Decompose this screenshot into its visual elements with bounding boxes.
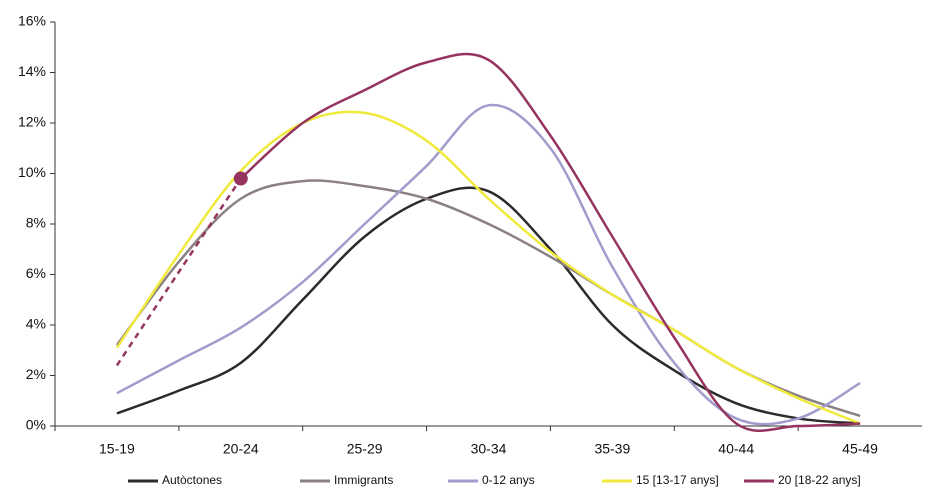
y-tick-label: 4% <box>26 316 46 332</box>
line <box>115 110 861 425</box>
y-tick-label: 10% <box>18 164 46 180</box>
x-tick-label: 15-19 <box>99 441 135 457</box>
y-tick-label: 2% <box>26 366 46 382</box>
dashed-line <box>115 177 242 367</box>
x-tick-label: 20-24 <box>223 441 259 457</box>
line <box>116 103 861 426</box>
marker <box>233 171 248 186</box>
y-tick-label: 16% <box>18 13 46 29</box>
y-tick-label: 12% <box>18 114 46 130</box>
line <box>239 52 861 432</box>
legend-label: 0-12 anys <box>482 473 535 487</box>
x-tick-label: 40-44 <box>718 441 754 457</box>
y-tick-label: 0% <box>26 417 46 433</box>
legend-label: 15 [13-17 anys] <box>636 473 719 487</box>
y-tick-label: 14% <box>18 63 46 79</box>
line <box>116 186 861 425</box>
line <box>115 179 861 418</box>
legend-label: Autòctones <box>162 473 222 487</box>
x-tick-label: 25-29 <box>347 441 383 457</box>
x-tick-label: 45-49 <box>842 441 878 457</box>
legend-label: Immigrants <box>334 473 393 487</box>
y-tick-label: 6% <box>26 265 46 281</box>
x-tick-label: 35-39 <box>594 441 630 457</box>
x-tick-label: 30-34 <box>471 441 507 457</box>
legend-label: 20 [18-22 anys] <box>778 473 861 487</box>
y-tick-label: 8% <box>26 215 46 231</box>
